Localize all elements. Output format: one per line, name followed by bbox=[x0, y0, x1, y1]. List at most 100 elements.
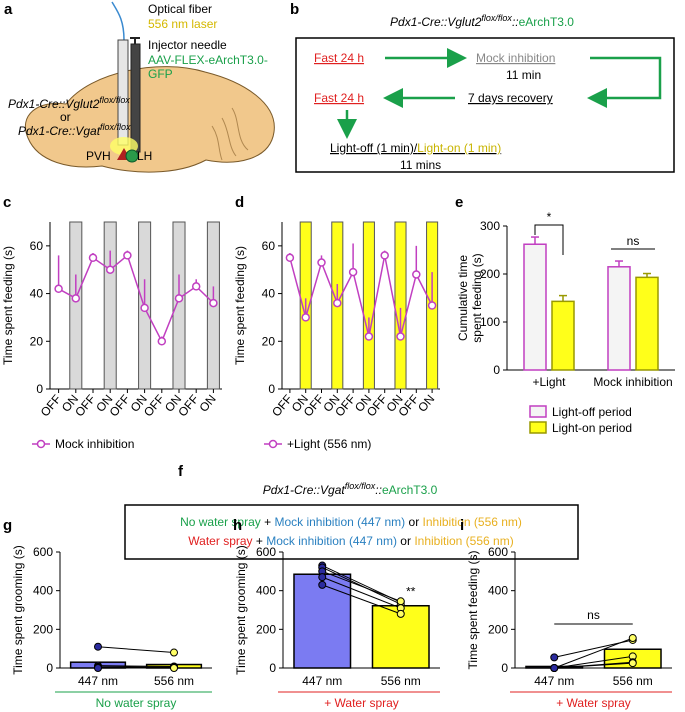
injector-needle bbox=[130, 43, 141, 153]
part: + bbox=[253, 534, 267, 548]
label: AAV-FLEX-eArchT3.0- bbox=[148, 53, 268, 67]
bar bbox=[607, 266, 631, 371]
legend-marker bbox=[36, 439, 46, 449]
subject-line bbox=[322, 576, 401, 609]
legend-swatch bbox=[529, 405, 547, 418]
y-tick-label: 20 bbox=[262, 334, 276, 348]
panel-label: h bbox=[233, 517, 242, 534]
x-tick-label: 556 nm bbox=[154, 674, 194, 688]
legend-label: +Light (556 nm) bbox=[287, 437, 371, 451]
point bbox=[105, 265, 115, 274]
shade-bar bbox=[394, 221, 407, 390]
legend-label: Mock inhibition bbox=[55, 437, 134, 451]
title-base: Pdx1-Cre::Vglut2 bbox=[390, 15, 482, 29]
y-tick-label: 0 bbox=[36, 382, 43, 396]
title-tail: eArchT3.0 bbox=[519, 15, 575, 29]
step: 11 mins bbox=[400, 158, 441, 172]
subject-line bbox=[97, 646, 175, 654]
subject-point bbox=[318, 573, 327, 582]
x-tick-label: +Light bbox=[532, 375, 566, 389]
part: + bbox=[261, 515, 275, 529]
genotype-sup: flox/flox bbox=[100, 122, 131, 132]
y-tick-label: 600 bbox=[256, 545, 276, 559]
y-tick-label: 40 bbox=[30, 287, 44, 301]
annotation: * bbox=[547, 210, 552, 224]
point bbox=[123, 251, 132, 260]
x-tick-label: ON bbox=[196, 392, 218, 415]
part: Mock inhibition (447 nm) bbox=[266, 534, 397, 548]
y-tick-label: 0 bbox=[493, 363, 500, 377]
step: Fast 24 h bbox=[314, 91, 364, 105]
title: Pdx1-Cre::Vgatflox/flox::eArchT3.0 bbox=[263, 481, 438, 497]
point bbox=[396, 332, 405, 341]
y-tick-label: 100 bbox=[480, 315, 500, 329]
legend-label: Light-off period bbox=[552, 405, 632, 419]
annotation: ** bbox=[406, 584, 416, 598]
title-sup: flox/flox bbox=[481, 13, 512, 23]
brain bbox=[25, 66, 275, 173]
subject-point bbox=[94, 664, 102, 672]
y-label: Time spent feeding (s) bbox=[233, 246, 247, 365]
x-tick-label: 556 nm bbox=[613, 674, 653, 688]
series-line bbox=[58, 254, 214, 344]
subject-point bbox=[94, 642, 102, 651]
y-tick-label: 600 bbox=[33, 545, 53, 559]
point bbox=[333, 298, 342, 308]
shade-bar bbox=[362, 221, 375, 390]
condition: No water spray + Mock inhibition (447 nm… bbox=[180, 515, 522, 529]
panel-label: f bbox=[178, 463, 184, 480]
title-sup: flox/flox bbox=[345, 481, 376, 491]
label: PVH bbox=[86, 149, 111, 163]
point bbox=[412, 270, 421, 279]
y-label: spent feeding (s) bbox=[470, 253, 484, 342]
x-tick-label: 556 nm bbox=[381, 674, 421, 688]
subject-line bbox=[97, 665, 175, 667]
y-label: Time spent grooming (s) bbox=[11, 545, 25, 675]
y-label: Cumulative time bbox=[456, 255, 470, 341]
point bbox=[364, 332, 374, 341]
genotype-sup: flox/flox bbox=[99, 95, 130, 105]
y-tick-label: 200 bbox=[480, 267, 500, 281]
y-label: Time spent grooming (s) bbox=[234, 545, 248, 675]
subject-point bbox=[318, 580, 327, 589]
panel-label: c bbox=[3, 194, 11, 211]
y-tick-label: 400 bbox=[488, 584, 508, 598]
genotype: Pdx1-Cre::Vglut2flox/flox bbox=[8, 95, 130, 111]
title: Pdx1-Cre::Vglut2flox/flox::eArchT3.0 bbox=[390, 13, 574, 29]
x-tick-label: ON bbox=[415, 392, 437, 415]
x-label: + Water spray bbox=[556, 696, 631, 710]
panel-label: g bbox=[3, 517, 12, 534]
x-tick-label: 447 nm bbox=[78, 674, 118, 688]
panel-label: d bbox=[235, 194, 244, 211]
point bbox=[380, 251, 389, 260]
point bbox=[301, 313, 310, 322]
y-label: Time spent feeding (s) bbox=[1, 246, 15, 365]
subject-line bbox=[554, 662, 633, 669]
subject-point bbox=[628, 659, 637, 668]
title-tail: eArchT3.0 bbox=[382, 483, 438, 497]
y-tick-label: 300 bbox=[480, 219, 500, 233]
panel-label: e bbox=[455, 194, 463, 211]
bar bbox=[635, 276, 659, 371]
bracket bbox=[534, 224, 564, 256]
part: or bbox=[397, 534, 414, 548]
step: Light-off (1 min)/Light-on (1 min) bbox=[330, 141, 501, 155]
point bbox=[348, 267, 358, 277]
y-tick-label: 60 bbox=[262, 239, 276, 253]
annotation: ns bbox=[627, 234, 640, 248]
y-tick-label: 200 bbox=[256, 622, 276, 636]
part: Inhibition (556 nm) bbox=[414, 534, 513, 548]
point bbox=[140, 303, 149, 313]
y-tick-label: 0 bbox=[269, 661, 276, 675]
step: Mock inhibition bbox=[476, 51, 555, 65]
y-tick-label: 0 bbox=[46, 661, 53, 675]
point bbox=[157, 337, 167, 346]
label: Optical fiber bbox=[148, 2, 212, 16]
subject-point bbox=[170, 664, 178, 672]
subject-line bbox=[322, 570, 401, 602]
panel-label: a bbox=[4, 1, 13, 18]
point bbox=[88, 253, 98, 263]
point bbox=[209, 298, 218, 308]
part: or bbox=[405, 515, 422, 529]
